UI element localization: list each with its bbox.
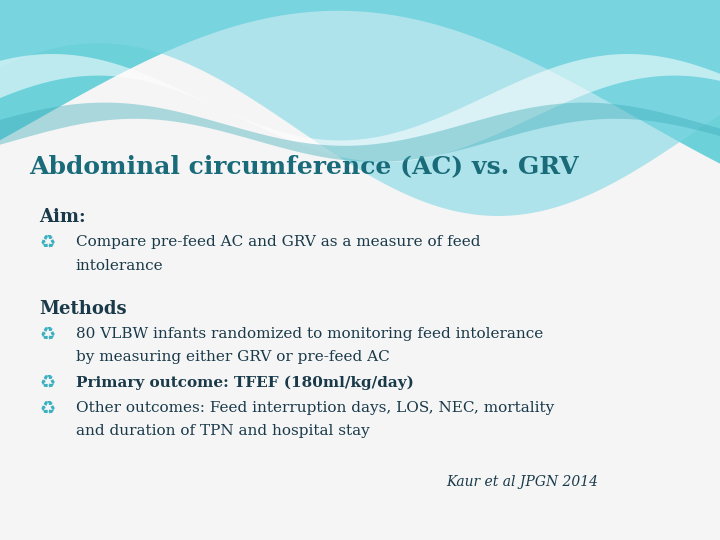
Text: intolerance: intolerance <box>76 259 163 273</box>
Text: Compare pre-feed AC and GRV as a measure of feed: Compare pre-feed AC and GRV as a measure… <box>76 235 480 249</box>
Text: Methods: Methods <box>40 300 127 318</box>
Text: ♻: ♻ <box>40 235 55 253</box>
Text: Kaur et al JPGN 2014: Kaur et al JPGN 2014 <box>446 475 598 489</box>
Text: Abdominal circumference (AC) vs. GRV: Abdominal circumference (AC) vs. GRV <box>29 154 578 178</box>
Text: by measuring either GRV or pre-feed AC: by measuring either GRV or pre-feed AC <box>76 350 390 364</box>
Text: Aim:: Aim: <box>40 208 86 226</box>
Text: 80 VLBW infants randomized to monitoring feed intolerance: 80 VLBW infants randomized to monitoring… <box>76 327 543 341</box>
Text: ♻: ♻ <box>40 401 55 418</box>
Text: ♻: ♻ <box>40 375 55 393</box>
Polygon shape <box>0 103 720 162</box>
Polygon shape <box>0 0 720 164</box>
Polygon shape <box>0 0 720 216</box>
Text: ♻: ♻ <box>40 327 55 345</box>
Text: Other outcomes: Feed interruption days, LOS, NEC, mortality: Other outcomes: Feed interruption days, … <box>76 401 554 415</box>
Polygon shape <box>0 54 720 162</box>
Text: Primary outcome: TFEF (180ml/kg/day): Primary outcome: TFEF (180ml/kg/day) <box>76 375 413 390</box>
Text: and duration of TPN and hospital stay: and duration of TPN and hospital stay <box>76 424 369 438</box>
